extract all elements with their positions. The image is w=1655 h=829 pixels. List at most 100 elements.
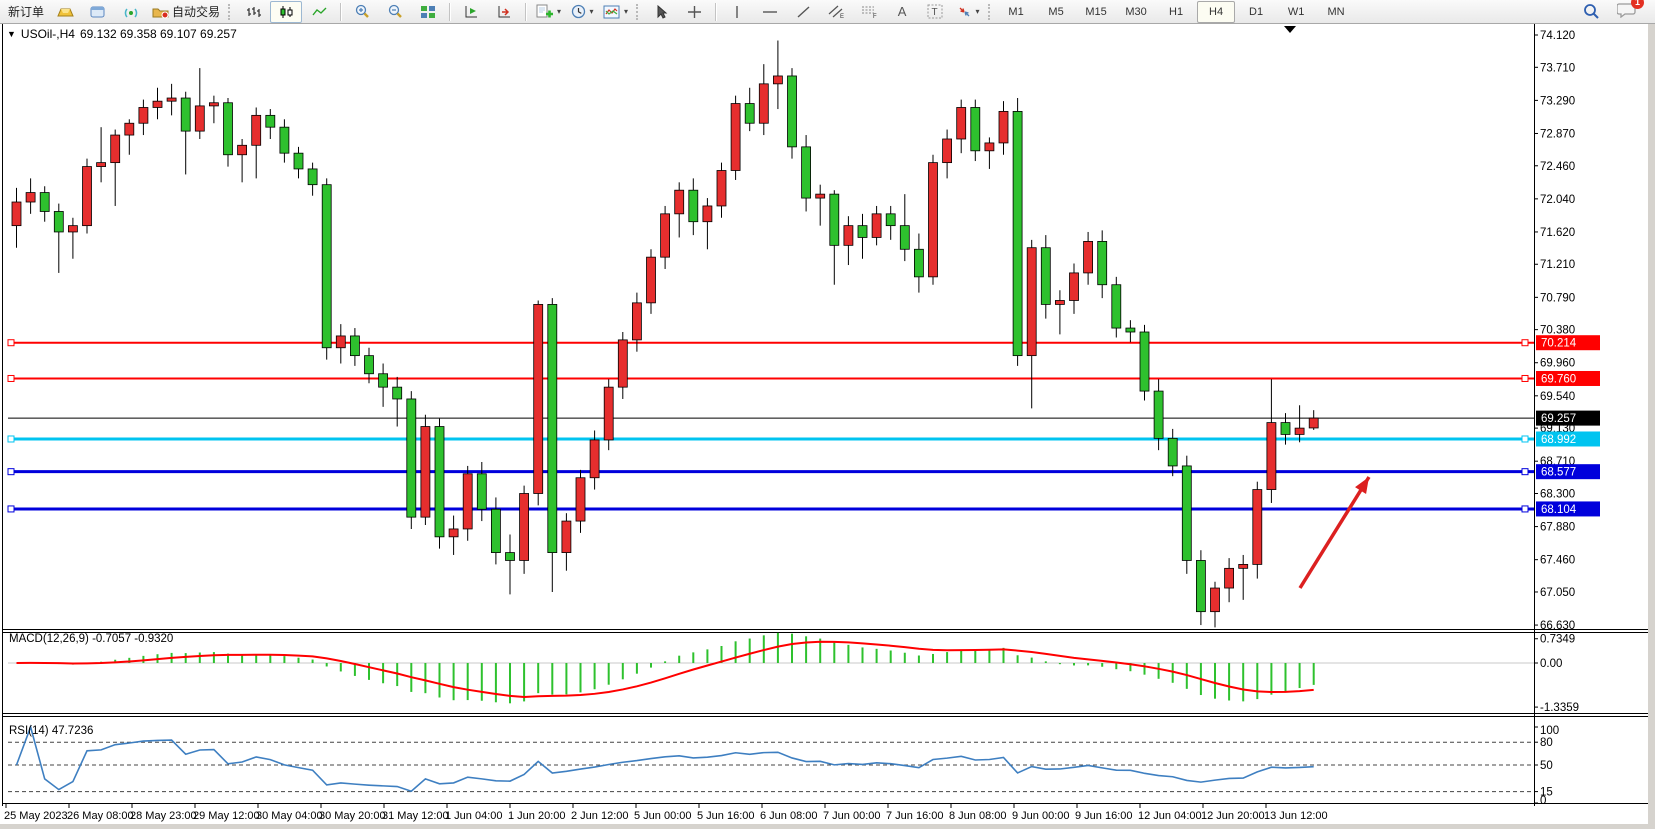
level-lines [7,339,1534,513]
auto-scroll-icon[interactable] [488,1,520,23]
chart-shift-marker[interactable] [1284,26,1296,33]
vertical-line-tool-icon[interactable] [721,1,753,23]
date-tick-label: 9 Jun 00:00 [1012,810,1070,822]
date-tick-label: 13 Jun 12:00 [1264,810,1328,822]
chevron-down-icon[interactable]: ▾ [975,7,980,16]
timeframe-MN[interactable]: MN [1327,5,1345,18]
market-window-icon[interactable] [82,1,114,23]
date-tick-label: 5 Jun 00:00 [634,810,692,822]
timeframe-group: M1 M5 M15 M30 H1 H4 D1 W1 MN [997,0,1355,23]
chart-canvas[interactable]: 74.120 73.710 73.290 72.870 72.460 72.040 71.6… [0,24,1655,829]
timeframe-M1[interactable]: M1 [1008,5,1024,18]
candle [1280,422,1291,435]
autotrading-button[interactable]: 自动交易 [148,1,224,23]
gold-ingot-icon[interactable] [49,1,81,23]
price-tick-label: 68.300 [1540,488,1575,500]
toolbar-grip [988,3,993,20]
candle [208,102,219,107]
trendline-tool-icon[interactable] [787,1,819,23]
rsi-axis-label: 80 [1540,737,1553,749]
window-menu-icon[interactable]: ▼ [7,29,16,39]
zoom-out-icon[interactable] [379,1,411,23]
candle [1040,247,1051,305]
cursor-tool-icon[interactable] [645,1,677,23]
price-tick-label: 73.290 [1540,95,1575,107]
svg-text:F: F [873,14,877,19]
date-tick-label: 2 Jun 12:00 [571,810,629,822]
new-order-label: 新订单 [8,5,45,19]
line-handle[interactable] [7,435,15,443]
date-tick-label: 30 May 20:00 [319,810,386,822]
line-handle[interactable] [7,505,15,513]
line-chart-type-icon[interactable] [303,1,335,23]
timeframe-M15[interactable]: M15 [1085,5,1107,18]
candle [364,355,374,375]
candle [1026,247,1037,357]
timeframe-W1[interactable]: W1 [1287,5,1305,18]
timeframe-M5[interactable]: M5 [1048,5,1064,18]
line-handle[interactable] [7,374,15,382]
chart-title: ▼ USOil-,H4 69.132 69.358 69.107 69.257 [7,27,237,41]
chevron-down-icon[interactable]: ▾ [624,7,629,16]
line-handle[interactable] [1521,339,1529,347]
line-handle[interactable] [7,339,15,347]
candle [519,493,529,561]
timeframe-M30[interactable]: M30 [1125,5,1147,18]
new-order-button[interactable]: 新订单 [4,1,48,23]
line-handle[interactable] [1521,468,1529,476]
search-icon[interactable] [1575,1,1607,23]
line-handle[interactable] [1521,505,1529,513]
periods-button[interactable]: ▾ [566,1,598,23]
add-indicator-button[interactable]: ▾ [531,1,565,23]
text-label-tool-icon[interactable]: T [919,1,951,23]
chevron-down-icon[interactable]: ▾ [557,7,562,16]
templates-button[interactable]: ▾ [599,1,632,23]
chart-ohlc-values: 69.132 69.358 69.107 69.257 [79,27,237,41]
timeframe-D1[interactable]: D1 [1249,5,1264,18]
arrows-tool-icon[interactable]: ▾ [952,1,984,23]
signal-icon[interactable] [115,1,147,23]
rsi-indicator-label: RSI(14) 47.7236 [9,725,94,737]
text-tool-icon[interactable]: A [897,4,907,19]
horizontal-line-tool-icon[interactable] [754,1,786,23]
level-price-label: 68.992 [1541,434,1576,446]
candle [251,114,262,146]
candle [223,102,233,156]
timeframe-H4[interactable]: H4 [1197,0,1236,23]
candle [801,146,811,199]
timeframe-H1[interactable]: H1 [1169,5,1184,18]
macd-axis-label: 0.00 [1540,658,1562,670]
candle [1196,560,1206,613]
line-handle[interactable] [1521,374,1529,382]
candle [434,426,445,538]
candle [420,426,431,518]
candle [815,193,826,199]
channel-tool-icon[interactable]: E [820,1,852,23]
tile-windows-icon[interactable] [412,1,444,23]
crosshair-tool-icon[interactable] [678,1,710,23]
bar-chart-type-icon[interactable] [237,1,269,23]
notifications-button[interactable]: 1 [1616,0,1644,23]
candle [984,142,995,152]
toolbar-separator [449,2,451,21]
zoom-in-icon[interactable] [346,1,378,23]
chevron-down-icon[interactable]: ▾ [589,7,594,16]
candle [462,473,473,530]
candle [349,335,360,357]
level-price-label: 68.577 [1541,467,1576,479]
line-handle[interactable] [1521,435,1529,443]
trend-arrow-annotation[interactable] [1298,474,1375,589]
candle [688,189,699,223]
candlestick-chart-type-icon[interactable] [270,0,303,23]
notification-badge: 1 [1631,0,1644,9]
candle [378,373,389,388]
candle [1069,272,1079,301]
candle [68,225,78,233]
candle [914,248,924,278]
chart-symbol-period: USOil-,H4 [20,27,75,41]
line-handle[interactable] [7,468,15,476]
chart-shift-icon[interactable] [455,1,487,23]
fibonacci-tool-icon[interactable]: F [853,1,885,23]
